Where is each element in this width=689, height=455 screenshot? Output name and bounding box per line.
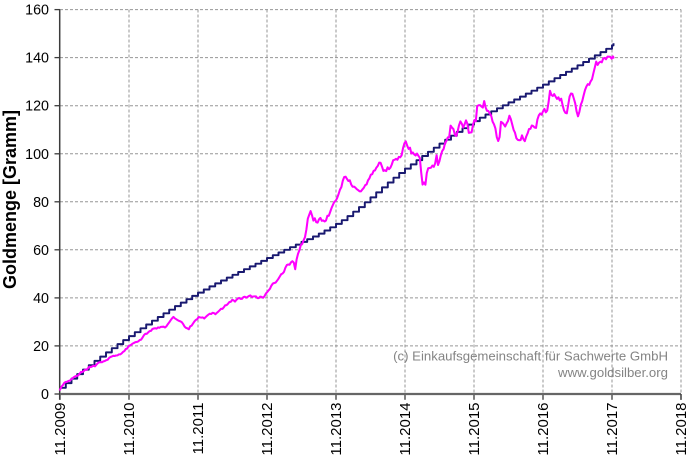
svg-text:11.2017: 11.2017 (604, 403, 621, 455)
svg-text:120: 120 (25, 99, 49, 115)
svg-text:11.2015: 11.2015 (466, 403, 483, 455)
svg-text:11.2013: 11.2013 (328, 403, 345, 455)
svg-text:160: 160 (25, 3, 49, 19)
svg-text:11.2010: 11.2010 (121, 403, 138, 455)
svg-text:80: 80 (33, 195, 49, 211)
svg-text:www.goldsilber.org: www.goldsilber.org (557, 365, 668, 380)
svg-text:Goldmenge [Gramm]: Goldmenge [Gramm] (0, 110, 20, 289)
svg-text:11.2016: 11.2016 (535, 403, 552, 455)
svg-text:60: 60 (33, 243, 49, 259)
svg-text:11.2011: 11.2011 (190, 403, 207, 455)
svg-text:40: 40 (33, 291, 49, 307)
svg-text:11.2012: 11.2012 (259, 403, 276, 455)
svg-text:20: 20 (33, 339, 49, 355)
svg-text:(c) Einkaufsgemeinschaft für S: (c) Einkaufsgemeinschaft für Sachwerte G… (393, 349, 668, 364)
svg-text:140: 140 (25, 51, 49, 67)
svg-text:11.2018: 11.2018 (673, 403, 689, 455)
svg-text:11.2009: 11.2009 (52, 403, 69, 455)
svg-text:0: 0 (41, 387, 49, 403)
svg-text:11.2014: 11.2014 (397, 403, 414, 455)
svg-text:100: 100 (25, 147, 49, 163)
